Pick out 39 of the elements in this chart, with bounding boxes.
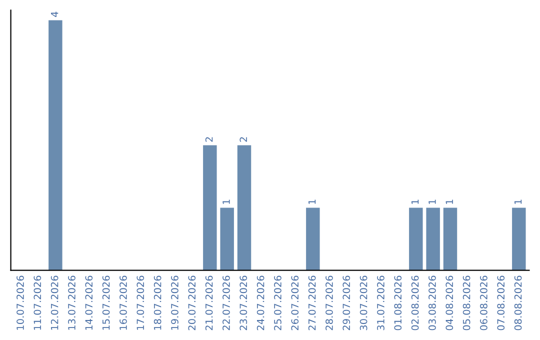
x-tick-label: 27.07.2026 (308, 276, 316, 330)
x-tick-label: 30.07.2026 (360, 276, 368, 330)
x-tick-label: 21.07.2026 (205, 276, 213, 330)
data-label: 2 (205, 137, 213, 142)
x-tick-label: 11.07.2026 (34, 276, 42, 330)
x-tick-label: 02.08.2026 (411, 276, 419, 330)
x-tick-label: 15.07.2026 (102, 276, 110, 330)
x-tick-label: 31.07.2026 (377, 276, 384, 330)
x-tick-label: 18.07.2026 (154, 276, 162, 330)
data-label: 1 (428, 200, 436, 204)
x-tick-label: 29.07.2026 (342, 276, 350, 330)
x-tick-label: 10.07.2026 (16, 276, 24, 330)
x-tick-label: 08.08.2026 (514, 276, 522, 330)
data-label: 1 (308, 200, 316, 204)
data-label: 1 (222, 200, 230, 204)
x-tick-label: 16.07.2026 (120, 276, 127, 330)
x-tick-label: 07.08.2026 (497, 276, 505, 330)
x-tick-label: 13.07.2026 (68, 276, 76, 330)
x-tick-label: 17.07.2026 (136, 276, 144, 330)
x-tick-label: 06.08.2026 (480, 276, 488, 330)
x-tick-label: 04.08.2026 (446, 276, 454, 330)
x-tick-label: 20.07.2026 (188, 276, 196, 330)
x-tick-label: 12.07.2026 (50, 276, 58, 330)
x-tick-label: 25.07.2026 (274, 276, 282, 330)
x-tick-label: 01.08.2026 (394, 276, 402, 330)
x-tick-label: 24.07.2026 (256, 276, 264, 330)
x-tick-label: 19.07.2026 (171, 276, 178, 330)
x-tick-label: 03.08.2026 (428, 276, 436, 330)
x-tick-label: 23.07.2026 (240, 276, 248, 330)
x-tick-label: 22.07.2026 (222, 276, 230, 330)
x-tick-label: 14.07.2026 (85, 276, 93, 330)
x-tick-label: 05.08.2026 (462, 276, 470, 330)
data-label: 1 (514, 200, 522, 204)
data-label: 1 (446, 200, 453, 204)
data-label: 2 (240, 137, 247, 142)
data-label: 1 (412, 200, 419, 204)
x-tick-label: 26.07.2026 (291, 276, 299, 330)
data-label: 4 (51, 12, 58, 17)
x-tick-label: 28.07.2026 (326, 276, 333, 330)
